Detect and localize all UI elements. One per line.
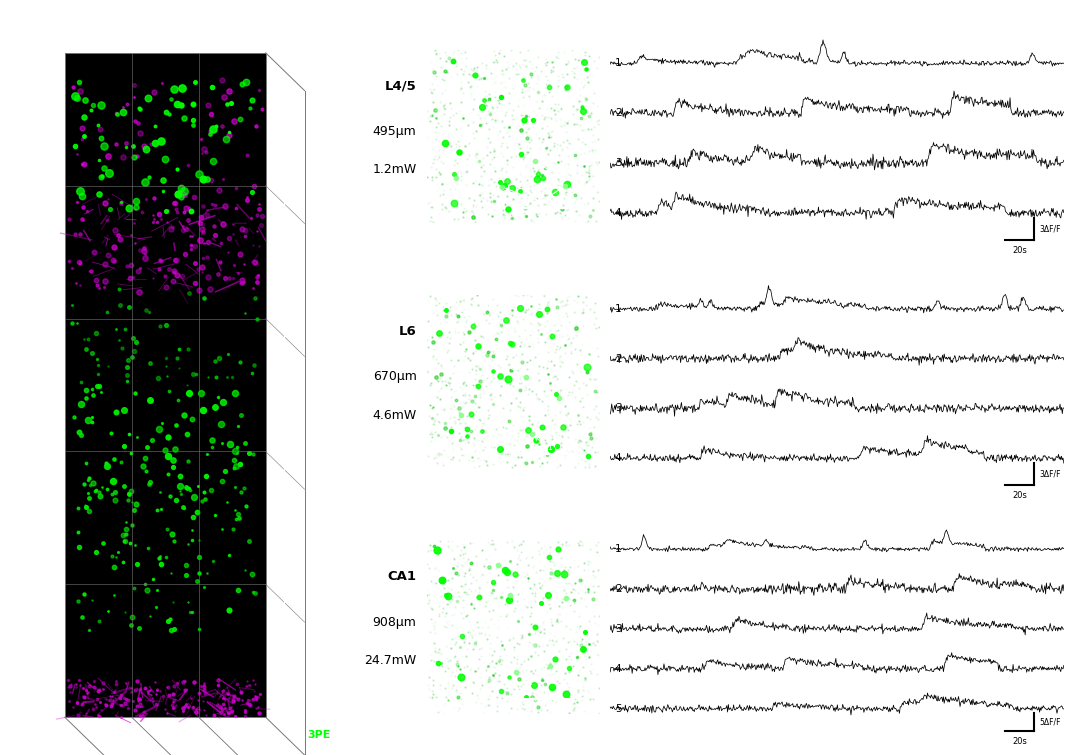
Text: 5: 5 (514, 550, 519, 559)
Text: 2: 2 (615, 353, 622, 364)
Text: 0: 0 (62, 36, 68, 46)
Text: 5: 5 (615, 704, 622, 713)
Text: 4: 4 (615, 453, 622, 464)
Text: L4/5: L4/5 (384, 79, 417, 93)
Text: CA1: CA1 (287, 174, 307, 184)
Text: Width(μm): Width(μm) (136, 4, 194, 14)
Text: 4: 4 (615, 208, 622, 218)
Text: 3: 3 (580, 408, 585, 417)
Text: 1000: 1000 (30, 48, 55, 58)
Text: 1: 1 (615, 304, 622, 314)
Text: 600: 600 (37, 313, 55, 324)
Text: 3: 3 (526, 193, 530, 202)
Text: 200: 200 (256, 36, 275, 46)
Text: 2: 2 (615, 584, 622, 594)
Text: 1: 1 (615, 544, 622, 554)
Text: L2/3: L2/3 (287, 556, 308, 566)
Text: 5ΔF/F: 5ΔF/F (1040, 717, 1062, 726)
Text: CA1: CA1 (388, 570, 417, 584)
Text: 3: 3 (615, 158, 622, 168)
Text: 100: 100 (156, 36, 175, 46)
Text: 0: 0 (49, 712, 55, 723)
Text: 908μm: 908μm (373, 615, 417, 629)
Text: 2: 2 (583, 611, 589, 620)
Text: 670μm: 670μm (373, 370, 417, 384)
Text: 2: 2 (615, 108, 622, 119)
Text: 800: 800 (37, 180, 55, 191)
Text: 495μm: 495μm (373, 125, 417, 138)
Text: Depth(μm): Depth(μm) (21, 355, 31, 415)
Text: 2: 2 (433, 186, 437, 195)
Text: L6: L6 (287, 341, 298, 350)
Text: 3: 3 (615, 403, 622, 414)
Text: 3: 3 (499, 652, 504, 661)
Text: 4: 4 (524, 578, 528, 587)
Text: 4: 4 (553, 169, 558, 178)
Text: 200: 200 (37, 579, 55, 590)
Text: 2: 2 (502, 360, 508, 369)
Text: 20s: 20s (1012, 737, 1027, 745)
Text: 20s: 20s (1012, 246, 1027, 254)
Text: 3ΔF/F: 3ΔF/F (1040, 470, 1062, 479)
Text: 50μm: 50μm (535, 196, 555, 202)
Text: 4.6mW: 4.6mW (373, 408, 417, 422)
Text: CC: CC (287, 251, 300, 260)
Text: 1: 1 (527, 679, 531, 688)
Text: 3: 3 (615, 624, 622, 634)
Text: 3PE: 3PE (308, 730, 332, 740)
Text: 1.2mW: 1.2mW (373, 163, 417, 177)
Text: 24.7mW: 24.7mW (364, 654, 417, 667)
Text: 1: 1 (615, 58, 622, 69)
Text: 400: 400 (37, 446, 55, 457)
Text: L4/5: L4/5 (287, 440, 308, 450)
Text: 20s: 20s (1012, 492, 1027, 500)
Text: 4: 4 (615, 664, 622, 673)
Polygon shape (65, 53, 266, 717)
Text: 3ΔF/F: 3ΔF/F (1040, 224, 1062, 233)
Text: 4: 4 (440, 401, 444, 410)
Text: 1: 1 (537, 199, 541, 208)
Text: 1: 1 (546, 443, 552, 452)
Text: L6: L6 (399, 325, 417, 338)
